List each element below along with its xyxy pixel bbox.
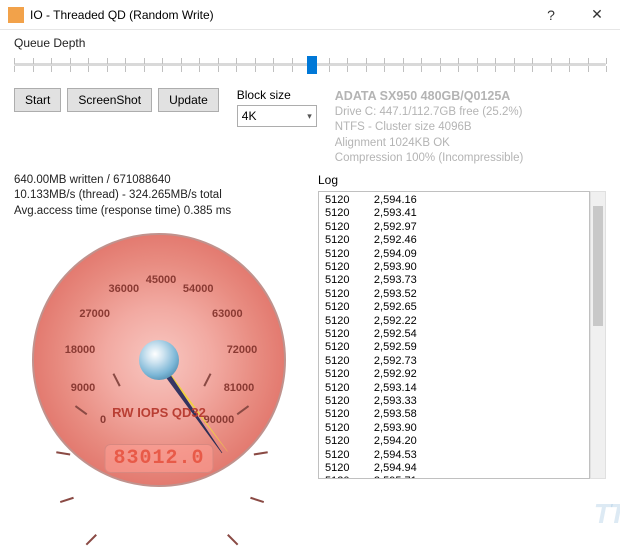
log-row: 5120 2,592.92: [325, 368, 583, 381]
gauge-number: 0: [100, 414, 106, 426]
drive-line: Compression 100% (Incompressible): [335, 151, 524, 167]
log-row: 5120 2,594.20: [325, 435, 583, 448]
log-row: 5120 2,592.73: [325, 355, 583, 368]
gauge-label: RW IOPS QD32: [112, 405, 206, 420]
gauge-tick: [56, 452, 70, 456]
block-size-value: 4K: [242, 109, 257, 123]
gauge: 0 9000 18000 27000 36000 45000 54000 63000 72000…: [14, 225, 304, 515]
log-row: 5120 2,594.16: [325, 194, 583, 207]
gauge-tick: [250, 497, 264, 503]
gauge-number: 36000: [108, 283, 139, 295]
titlebar: IO - Threaded QD (Random Write) ? ✕: [0, 0, 620, 30]
gauge-number: 45000: [146, 274, 177, 286]
gauge-number: 9000: [71, 382, 95, 394]
drive-line: Alignment 1024KB OK: [335, 136, 524, 152]
window-title: IO - Threaded QD (Random Write): [30, 8, 528, 22]
gauge-tick: [237, 406, 250, 416]
log-row: 5120 2,593.52: [325, 288, 583, 301]
stat-line: 640.00MB written / 671088640: [14, 173, 304, 189]
gauge-face: 0 9000 18000 27000 36000 45000 54000 63000 72000…: [32, 233, 286, 487]
queue-depth-label: Queue Depth: [14, 36, 606, 50]
slider-thumb[interactable]: [307, 56, 317, 74]
scrollbar-thumb[interactable]: [593, 206, 603, 326]
gauge-tick: [75, 406, 88, 416]
log-row: 5120 2,594.53: [325, 449, 583, 462]
gauge-number: 63000: [212, 308, 243, 320]
stats-block: 640.00MB written / 671088640 10.133MB/s …: [14, 173, 304, 220]
log-row: 5120 2,593.90: [325, 261, 583, 274]
log-row: 5120 2,593.58: [325, 408, 583, 421]
log-row: 5120 2,592.54: [325, 328, 583, 341]
block-size-label: Block size: [237, 88, 317, 102]
help-button[interactable]: ?: [528, 0, 574, 30]
block-size-select[interactable]: 4K ▾: [237, 105, 317, 127]
gauge-digital: 83012.0: [104, 444, 213, 473]
gauge-number: 54000: [183, 283, 214, 295]
screenshot-button[interactable]: ScreenShot: [67, 88, 152, 112]
gauge-tick: [254, 452, 268, 456]
log-row: 5120 2,593.90: [325, 422, 583, 435]
watermark: TT: [594, 498, 620, 530]
stat-line: 10.133MB/s (thread) - 324.265MB/s total: [14, 188, 304, 204]
gauge-number: 27000: [79, 308, 110, 320]
gauge-tick: [203, 374, 211, 387]
log-row: 5120 2,593.33: [325, 395, 583, 408]
update-button[interactable]: Update: [158, 88, 219, 112]
app-icon: [8, 7, 24, 23]
gauge-number: 18000: [65, 344, 96, 356]
gauge-tick: [86, 535, 97, 546]
log-row: 5120 2,592.97: [325, 221, 583, 234]
log-row: 5120 2,593.14: [325, 382, 583, 395]
gauge-number: 72000: [227, 344, 258, 356]
drive-line: NTFS - Cluster size 4096B: [335, 120, 524, 136]
start-button[interactable]: Start: [14, 88, 61, 112]
log-row: 5120 2,595.71: [325, 475, 583, 478]
scrollbar[interactable]: [590, 191, 606, 479]
gauge-tick: [227, 535, 238, 546]
stat-line: Avg.access time (response time) 0.385 ms: [14, 204, 304, 220]
gauge-hub: [139, 340, 179, 380]
log-row: 5120 2,594.94: [325, 462, 583, 475]
log-row: 5120 2,593.41: [325, 207, 583, 220]
log-box[interactable]: 5120 2,594.165120 2,593.415120 2,592.975…: [318, 191, 590, 479]
gauge-number: 90000: [204, 414, 235, 426]
gauge-number: 81000: [224, 382, 255, 394]
drive-info: ADATA SX950 480GB/Q0125A Drive C: 447.1/…: [335, 88, 524, 167]
gauge-tick: [113, 374, 121, 387]
log-row: 5120 2,592.22: [325, 315, 583, 328]
queue-depth-slider[interactable]: [14, 54, 606, 76]
log-row: 5120 2,594.09: [325, 248, 583, 261]
drive-line: Drive C: 447.1/112.7GB free (25.2%): [335, 105, 524, 121]
log-label: Log: [318, 173, 606, 187]
log-row: 5120 2,592.65: [325, 301, 583, 314]
log-row: 5120 2,593.73: [325, 274, 583, 287]
chevron-down-icon: ▾: [307, 111, 312, 122]
gauge-tick: [60, 497, 74, 503]
log-row: 5120 2,592.59: [325, 341, 583, 354]
drive-heading: ADATA SX950 480GB/Q0125A: [335, 88, 524, 105]
log-row: 5120 2,592.46: [325, 234, 583, 247]
close-button[interactable]: ✕: [574, 0, 620, 30]
